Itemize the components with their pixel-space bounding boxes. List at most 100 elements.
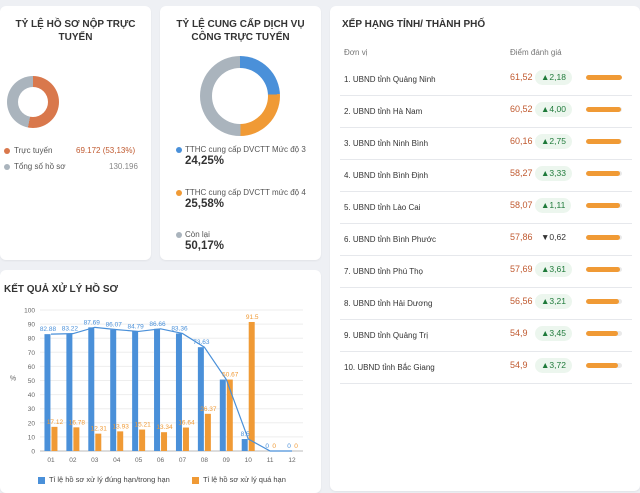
ranking-change-badge: ▼0,62 (541, 232, 566, 242)
y-tick-label: 50 (28, 378, 36, 385)
ranking-score: 54,9 (510, 360, 528, 370)
ranking-score-bar (586, 299, 622, 304)
y-axis-label: % (10, 376, 16, 383)
y-tick-label: 90 (28, 322, 36, 329)
data-label-overdue: 0 (272, 443, 276, 450)
data-label-overdue: 50.67 (222, 372, 239, 379)
ranking-change-badge: ▲2,75 (535, 134, 572, 149)
bar-ontime (110, 329, 117, 451)
ranking-row[interactable]: 5. UBND tỉnh Lào Cai 58,07 ▲1,11 (340, 192, 632, 224)
ranking-card: XẾP HẠNG TỈNH/ THÀNH PHỐ Đơn vị Điểm đán… (330, 6, 640, 491)
ranking-score-bar-fill (586, 171, 621, 176)
legend-ontime[interactable]: Tỉ lệ hồ sơ xử lý đúng hạn/trong hạn (38, 475, 170, 484)
ranking-score-bar (586, 267, 622, 272)
ranking-row[interactable]: 4. UBND tỉnh Bình Định 58,27 ▲3,33 (340, 160, 632, 192)
data-label-overdue: 16.78 (69, 419, 86, 426)
ranking-score-bar (586, 107, 622, 112)
legend-remaining: Còn lại 50,17% (176, 230, 311, 252)
ranking-score-bar-fill (586, 363, 619, 368)
ranking-score-bar-fill (586, 75, 622, 80)
bar-overdue (95, 433, 102, 451)
data-label-ontime: 0 (287, 443, 291, 450)
bar-ontime (197, 347, 204, 451)
ranking-score-bar (586, 75, 622, 80)
ranking-row[interactable]: 9. UBND tỉnh Quảng Trị 54,9 ▲3,45 (340, 320, 632, 352)
x-tick-label: 02 (69, 457, 77, 464)
ranking-row[interactable]: 7. UBND tỉnh Phú Thọ 57,69 ▲3,61 (340, 256, 632, 288)
ranking-score-bar-fill (586, 139, 621, 144)
data-label-overdue: 17.12 (47, 419, 64, 426)
x-tick-label: 12 (288, 457, 296, 464)
bar-overdue (139, 429, 146, 451)
y-tick-label: 60 (28, 364, 36, 371)
online-dot (4, 147, 10, 154)
data-label-ontime: 8.5 (241, 431, 250, 438)
bar-overdue (117, 431, 124, 451)
submission-title: TỶ LỆ HỒ SƠ NỘP TRỰC TUYẾN (15, 19, 136, 43)
x-tick-label: 06 (157, 457, 165, 464)
results-title: KẾT QUẢ XỬ LÝ HỒ SƠ (4, 284, 119, 295)
services-title: TỶ LỆ CUNG CẤP DỊCH VỤ CÔNG TRỰC TUYẾN (176, 19, 305, 43)
ranking-row[interactable]: 8. UBND tỉnh Hải Dương 56,56 ▲3,21 (340, 288, 632, 320)
data-label-ontime: 84.79 (127, 323, 144, 330)
ranking-row[interactable]: 3. UBND tỉnh Ninh Bình 60,16 ▲2,75 (340, 128, 632, 160)
ranking-row[interactable]: 1. UBND tỉnh Quảng Ninh 61,52 ▲2,18 (340, 64, 632, 96)
bar-ontime (154, 328, 161, 451)
bar-overdue (226, 379, 233, 451)
bar-ontime (66, 333, 73, 451)
ranking-score-bar (586, 139, 622, 144)
legend-overdue[interactable]: Tỉ lệ hồ sơ xử lý quá hạn (192, 475, 286, 484)
services-donut[interactable] (200, 56, 280, 136)
y-tick-label: 0 (31, 449, 35, 456)
legend-remaining-label: Còn lại (185, 230, 210, 239)
ontime-swatch (38, 476, 45, 484)
y-tick-label: 100 (24, 308, 35, 315)
bar-ontime (241, 439, 248, 451)
ranking-unit-name: 7. UBND tỉnh Phú Thọ (344, 267, 424, 276)
data-label-ontime: 73.63 (193, 339, 210, 346)
x-tick-label: 05 (135, 457, 143, 464)
legend-level4-percent: 25,58% (185, 198, 225, 210)
y-tick-label: 30 (28, 406, 36, 413)
ranking-unit-name: 2. UBND tỉnh Hà Nam (344, 107, 423, 116)
remaining-dot (176, 232, 182, 238)
data-label-ontime: 87.69 (84, 319, 101, 326)
ranking-score-bar (586, 235, 622, 240)
ranking-change-badge: ▲3,21 (535, 294, 572, 309)
x-tick-label: 04 (113, 457, 121, 464)
legend-ontime-label: Tỉ lệ hồ sơ xử lý đúng hạn/trong hạn (49, 475, 170, 484)
ranking-score: 61,52 (510, 72, 533, 82)
ranking-row[interactable]: 2. UBND tỉnh Hà Nam 60,52 ▲4,00 (340, 96, 632, 128)
y-tick-label: 10 (28, 434, 36, 441)
overdue-swatch (192, 476, 199, 484)
legend-level4: TTHC cung cấp DVCTT mức độ 4 25,58% (176, 188, 311, 210)
ranking-row[interactable]: 10. UBND tỉnh Bắc Giang 54,9 ▲3,72 (340, 352, 632, 384)
ranking-score-bar-fill (586, 235, 620, 240)
ranking-score-bar-fill (586, 107, 622, 112)
data-label-ontime: 0 (265, 443, 269, 450)
bar-overdue (161, 432, 168, 451)
legend-total: Tổng số hồ sơ (4, 162, 66, 171)
ranking-change-badge: ▲3,61 (535, 262, 572, 277)
submission-donut[interactable] (7, 76, 59, 128)
data-label-overdue: 91.5 (246, 314, 259, 321)
bar-ontime (219, 379, 226, 451)
bar-ontime (132, 331, 139, 451)
ranking-unit-name: 9. UBND tỉnh Quảng Trị (344, 331, 429, 340)
legend-level3-percent: 24,25% (185, 155, 225, 167)
data-label-overdue: 16.64 (178, 420, 195, 427)
ranking-change-badge: ▲1,11 (535, 198, 572, 213)
x-tick-label: 11 (267, 457, 274, 464)
bar-ontime (175, 333, 182, 451)
bar-overdue (182, 427, 189, 451)
legend-online-label: Trực tuyến (14, 146, 53, 155)
col-unit: Đơn vị (344, 48, 368, 57)
data-label-overdue: 12.31 (91, 426, 108, 433)
results-card: KẾT QUẢ XỬ LÝ HỒ SƠ 100 90 80 70 60 50 40 30 20 1… (0, 270, 321, 493)
bar-overdue (204, 413, 211, 451)
data-label-overdue: 0 (294, 443, 298, 450)
legend-remaining-percent: 50,17% (185, 240, 225, 252)
ranking-row[interactable]: 6. UBND tỉnh Bình Phước 57,86 ▼0,62 (340, 224, 632, 256)
ranking-score-bar (586, 171, 622, 176)
